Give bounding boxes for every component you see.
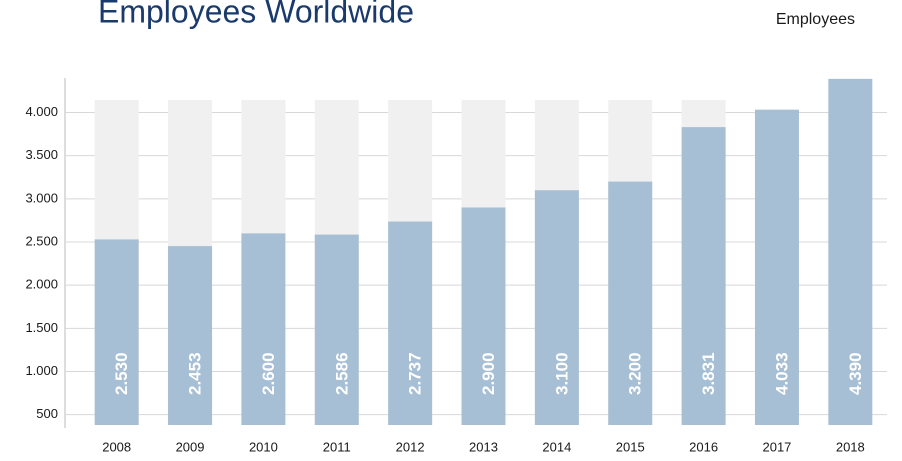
- value-label: 3.100: [552, 352, 571, 395]
- value-label: 4.033: [772, 352, 791, 395]
- bar: [828, 78, 873, 425]
- y-tick-label: 4.000: [25, 104, 58, 119]
- y-tick-label: 2.500: [25, 233, 58, 248]
- value-label: 3.200: [626, 352, 645, 395]
- bar: [754, 109, 799, 425]
- value-label: 2.530: [112, 352, 131, 395]
- x-tick-label: 2017: [762, 439, 791, 454]
- bar: [168, 246, 213, 425]
- bar: [314, 234, 359, 425]
- bar: [241, 233, 286, 425]
- x-tick-label: 2010: [249, 439, 278, 454]
- bar: [94, 239, 139, 425]
- value-label: 2.453: [186, 352, 205, 395]
- x-tick-label: 2015: [616, 439, 645, 454]
- x-tick-label: 2018: [836, 439, 865, 454]
- y-tick-label: 1.500: [25, 320, 58, 335]
- bar: [388, 221, 433, 425]
- chart-title: Employees Worldwide: [98, 0, 414, 29]
- bar: [681, 127, 726, 425]
- x-tick-label: 2012: [396, 439, 425, 454]
- y-tick-label: 3.000: [25, 190, 58, 205]
- value-label: 2.600: [259, 352, 278, 395]
- legend-label: Employees: [776, 11, 855, 28]
- value-label: 2.586: [332, 352, 351, 395]
- value-label: 4.390: [846, 352, 865, 395]
- y-tick-label: 2.000: [25, 277, 58, 292]
- x-tick-label: 2008: [102, 439, 131, 454]
- x-tick-label: 2013: [469, 439, 498, 454]
- x-tick-label: 2014: [542, 439, 571, 454]
- x-tick-label: 2011: [323, 439, 351, 454]
- x-tick-label: 2016: [689, 439, 718, 454]
- y-tick-label: 1.000: [25, 363, 58, 378]
- bar: [461, 207, 506, 425]
- y-tick-label: 3.500: [25, 147, 58, 162]
- value-label: 2.900: [479, 352, 498, 395]
- value-label: 2.737: [406, 352, 425, 395]
- value-label: 3.831: [699, 352, 718, 395]
- bar: [534, 190, 579, 425]
- y-tick-label: 500: [36, 406, 58, 421]
- bar: [608, 181, 653, 425]
- x-tick-label: 2009: [176, 439, 205, 454]
